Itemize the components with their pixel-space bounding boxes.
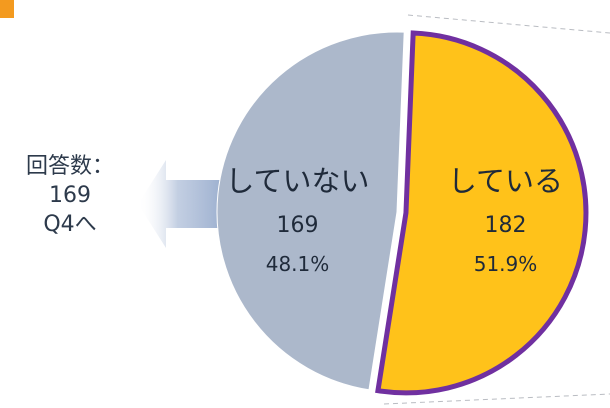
shiteinai-slice-value: 169 bbox=[277, 213, 319, 238]
response-count-title: 回答数： bbox=[25, 154, 114, 179]
response-count-value: 169 bbox=[49, 183, 91, 208]
shiteinai-slice-percent: 48.1% bbox=[266, 252, 330, 276]
pie-slice-shiteinai bbox=[216, 31, 405, 391]
response-count-note: 回答数： 169 Q4へ bbox=[0, 152, 140, 239]
shiteiru-slice-percent: 51.9% bbox=[474, 252, 538, 276]
pie-slice-shiteiru bbox=[375, 30, 589, 396]
corner-accent-mark bbox=[0, 0, 14, 18]
shiteiru-slice-value: 182 bbox=[485, 213, 527, 238]
left-arrow-icon bbox=[138, 160, 226, 248]
shiteiru-slice-label: している bbox=[448, 164, 563, 198]
callout-line-top bbox=[407, 14, 610, 34]
next-question-text: Q4へ bbox=[43, 212, 97, 237]
callout-line-bottom bbox=[383, 393, 610, 405]
shiteinai-slice-label: していない bbox=[225, 164, 369, 198]
